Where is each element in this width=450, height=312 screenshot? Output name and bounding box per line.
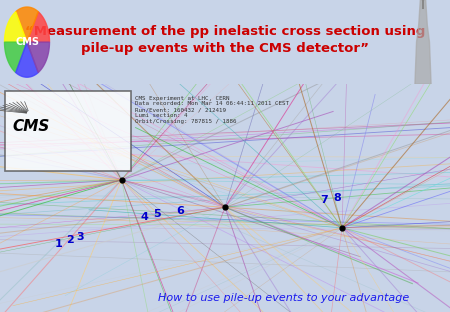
Polygon shape	[27, 12, 50, 42]
Polygon shape	[27, 42, 50, 72]
Bar	[4, 91, 130, 171]
Text: How to use pile-up events to your advantage: How to use pile-up events to your advant…	[158, 293, 409, 303]
Polygon shape	[415, 0, 431, 84]
Text: CMS: CMS	[15, 37, 39, 47]
Text: 4: 4	[140, 212, 148, 222]
Text: 1: 1	[54, 239, 63, 249]
Polygon shape	[4, 42, 27, 72]
Text: “Measurement of the pp inelastic cross section using
pile-up events with the CMS: “Measurement of the pp inelastic cross s…	[25, 26, 425, 56]
Text: 3: 3	[76, 232, 84, 242]
Polygon shape	[4, 12, 27, 42]
Text: 2: 2	[66, 235, 74, 245]
Text: 5: 5	[153, 209, 160, 219]
Text: 7: 7	[320, 195, 328, 205]
Text: 6: 6	[176, 206, 184, 216]
Text: 8: 8	[333, 193, 342, 203]
Text: CMS: CMS	[13, 119, 50, 134]
Text: CMS Experiment at LHC, CERN
Data recorded: Mon Mar 14 06:44:11 2011 CEST
Run/Eve: CMS Experiment at LHC, CERN Data recorde…	[135, 96, 289, 124]
Polygon shape	[16, 42, 38, 77]
Polygon shape	[16, 7, 38, 42]
